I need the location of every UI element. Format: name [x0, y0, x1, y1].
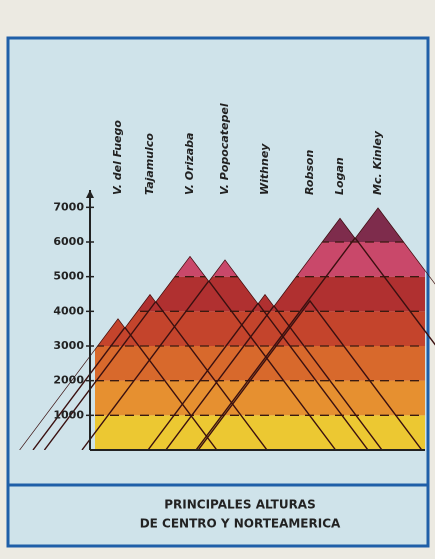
- mountain: [195, 207, 435, 451]
- mountain-label: Logan: [333, 157, 346, 195]
- axis-arrow: [86, 190, 94, 198]
- mountain-label: Withney: [258, 143, 271, 195]
- y-tick-label: 7000: [53, 200, 84, 213]
- mountain-label: V. Orizaba: [183, 133, 196, 195]
- mountain: [19, 317, 218, 451]
- altitude-band: [95, 346, 425, 381]
- mountain: [197, 299, 423, 451]
- mountain-label: V. Popocatepel: [218, 103, 231, 195]
- y-tick-label: 5000: [53, 270, 84, 283]
- mountain: [147, 292, 383, 451]
- chart-title: DE CENTRO Y NORTEAMERICA: [140, 517, 341, 531]
- mountain: [81, 258, 369, 451]
- y-tick-label: 6000: [53, 235, 84, 248]
- mountain-label: V. del Fuego: [111, 120, 124, 195]
- mountain-label: Mc. Kinley: [371, 130, 384, 195]
- y-tick-label: 2000: [53, 374, 84, 387]
- mountain-label: Tajamulco: [143, 133, 156, 195]
- mountain: [32, 292, 268, 451]
- mountain: [43, 254, 337, 451]
- y-tick-label: 3000: [53, 339, 84, 352]
- altitude-band: [95, 311, 425, 346]
- chart-title: PRINCIPALES ALTURAS: [164, 498, 316, 512]
- mountain: [165, 216, 435, 451]
- altitude-band: [95, 380, 425, 416]
- altitude-band: [95, 415, 425, 450]
- y-tick-label: 4000: [53, 304, 84, 317]
- y-tick-label: 1000: [53, 408, 84, 421]
- mountain-label: Robson: [303, 150, 316, 195]
